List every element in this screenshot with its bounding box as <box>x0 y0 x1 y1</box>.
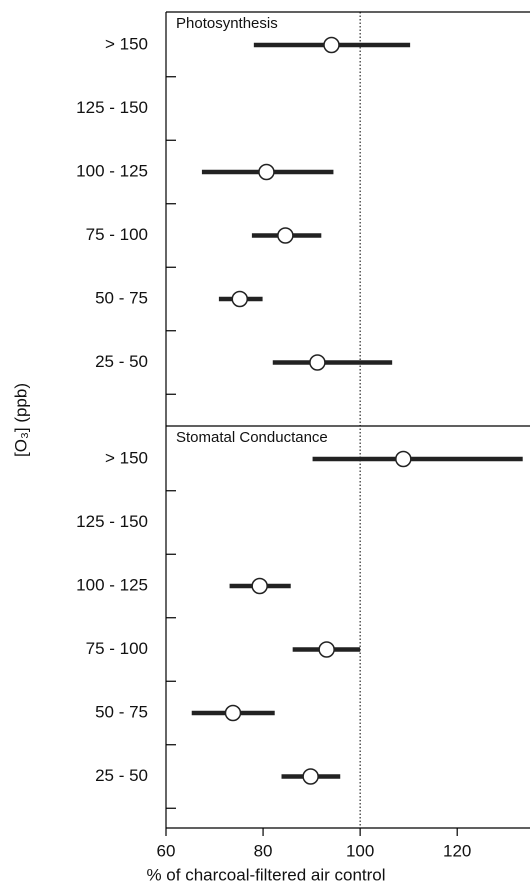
point <box>318 641 335 658</box>
point <box>224 704 242 722</box>
y-tick-label: 100 - 125 <box>76 575 148 594</box>
y-tick-label: 25 - 50 <box>95 352 148 371</box>
point <box>258 163 275 181</box>
y-axis-label: [O₃] (ppb) <box>11 383 30 457</box>
point <box>309 354 326 371</box>
y-tick-label: 125 - 150 <box>76 98 148 117</box>
y-tick-label: 50 - 75 <box>95 288 148 307</box>
panel-title: Stomatal Conductance <box>176 429 328 446</box>
point <box>302 768 319 785</box>
y-tick-label: 100 - 125 <box>76 161 148 180</box>
y-tick-label: > 150 <box>105 448 148 467</box>
point <box>231 290 249 308</box>
x-tick-label: 120 <box>443 841 471 860</box>
x-axis-label: % of charcoal-filtered air control <box>146 865 385 884</box>
panel-title: Photosynthesis <box>176 15 278 32</box>
x-tick-label: 60 <box>157 841 176 860</box>
point <box>251 577 268 595</box>
y-tick-label: 25 - 50 <box>95 766 148 785</box>
point <box>395 450 412 468</box>
x-tick-label: 80 <box>254 841 273 860</box>
y-tick-label: > 150 <box>105 34 148 53</box>
y-tick-label: 75 - 100 <box>86 639 148 658</box>
y-tick-label: 50 - 75 <box>95 702 148 721</box>
x-tick-label: 100 <box>346 841 374 860</box>
y-tick-label: 75 - 100 <box>86 225 148 244</box>
point <box>323 36 340 54</box>
point <box>277 227 294 244</box>
y-tick-label: 125 - 150 <box>76 512 148 531</box>
